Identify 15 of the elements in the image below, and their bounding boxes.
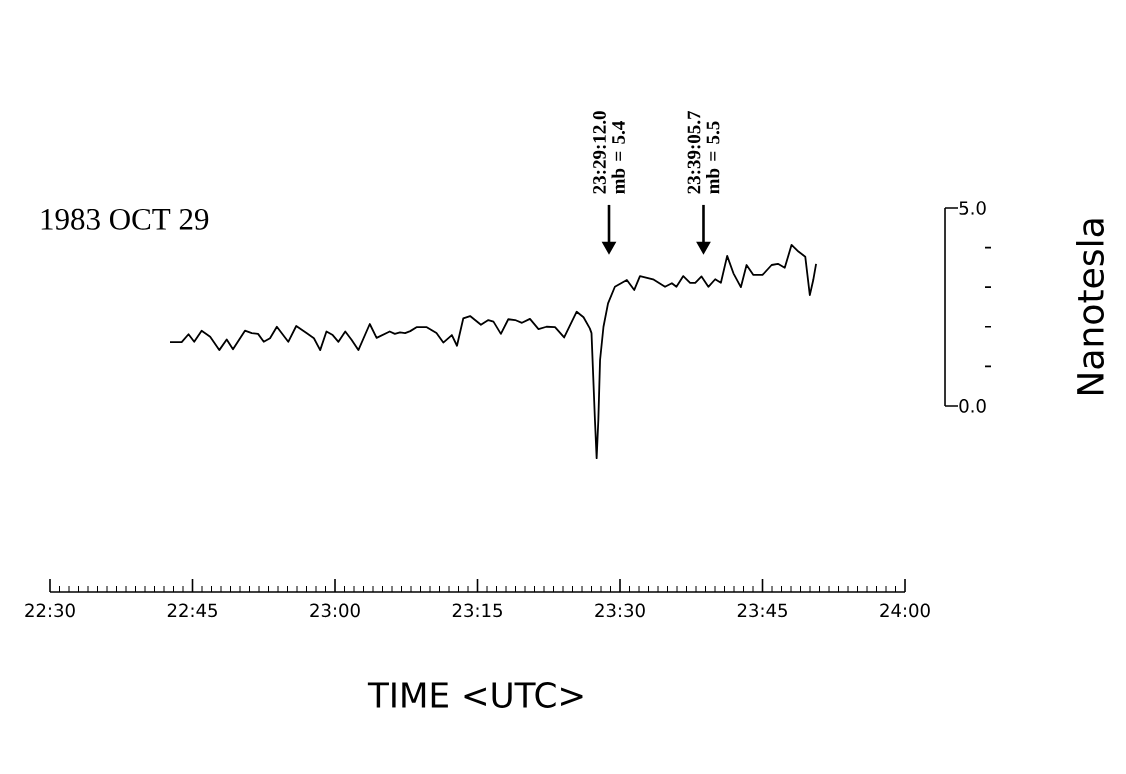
- y-tick-label: 0.0: [959, 399, 986, 413]
- y-axis-title: Nanotesla: [1076, 219, 1104, 395]
- line-series: [169, 243, 817, 460]
- x-tick-label: 22:45: [167, 603, 217, 618]
- x-tick-label: 23:30: [595, 603, 645, 618]
- x-axis-title: TIME <UTC>: [367, 682, 583, 708]
- x-tick-label: 22:30: [25, 603, 75, 618]
- y-tick-label: 5.0: [959, 201, 986, 215]
- x-tick-label: 23:15: [452, 603, 502, 618]
- x-tick-label: 24:00: [880, 603, 930, 618]
- chart-title: 1983 OCT 29: [41, 208, 209, 230]
- text: 23:39:05.7 mb = 5.5: [687, 110, 720, 194]
- x-tick-label: 23:45: [737, 603, 787, 618]
- x-tick-label: 23:00: [310, 603, 360, 618]
- text: 23:29:12.0 mb = 5.4: [593, 111, 625, 194]
